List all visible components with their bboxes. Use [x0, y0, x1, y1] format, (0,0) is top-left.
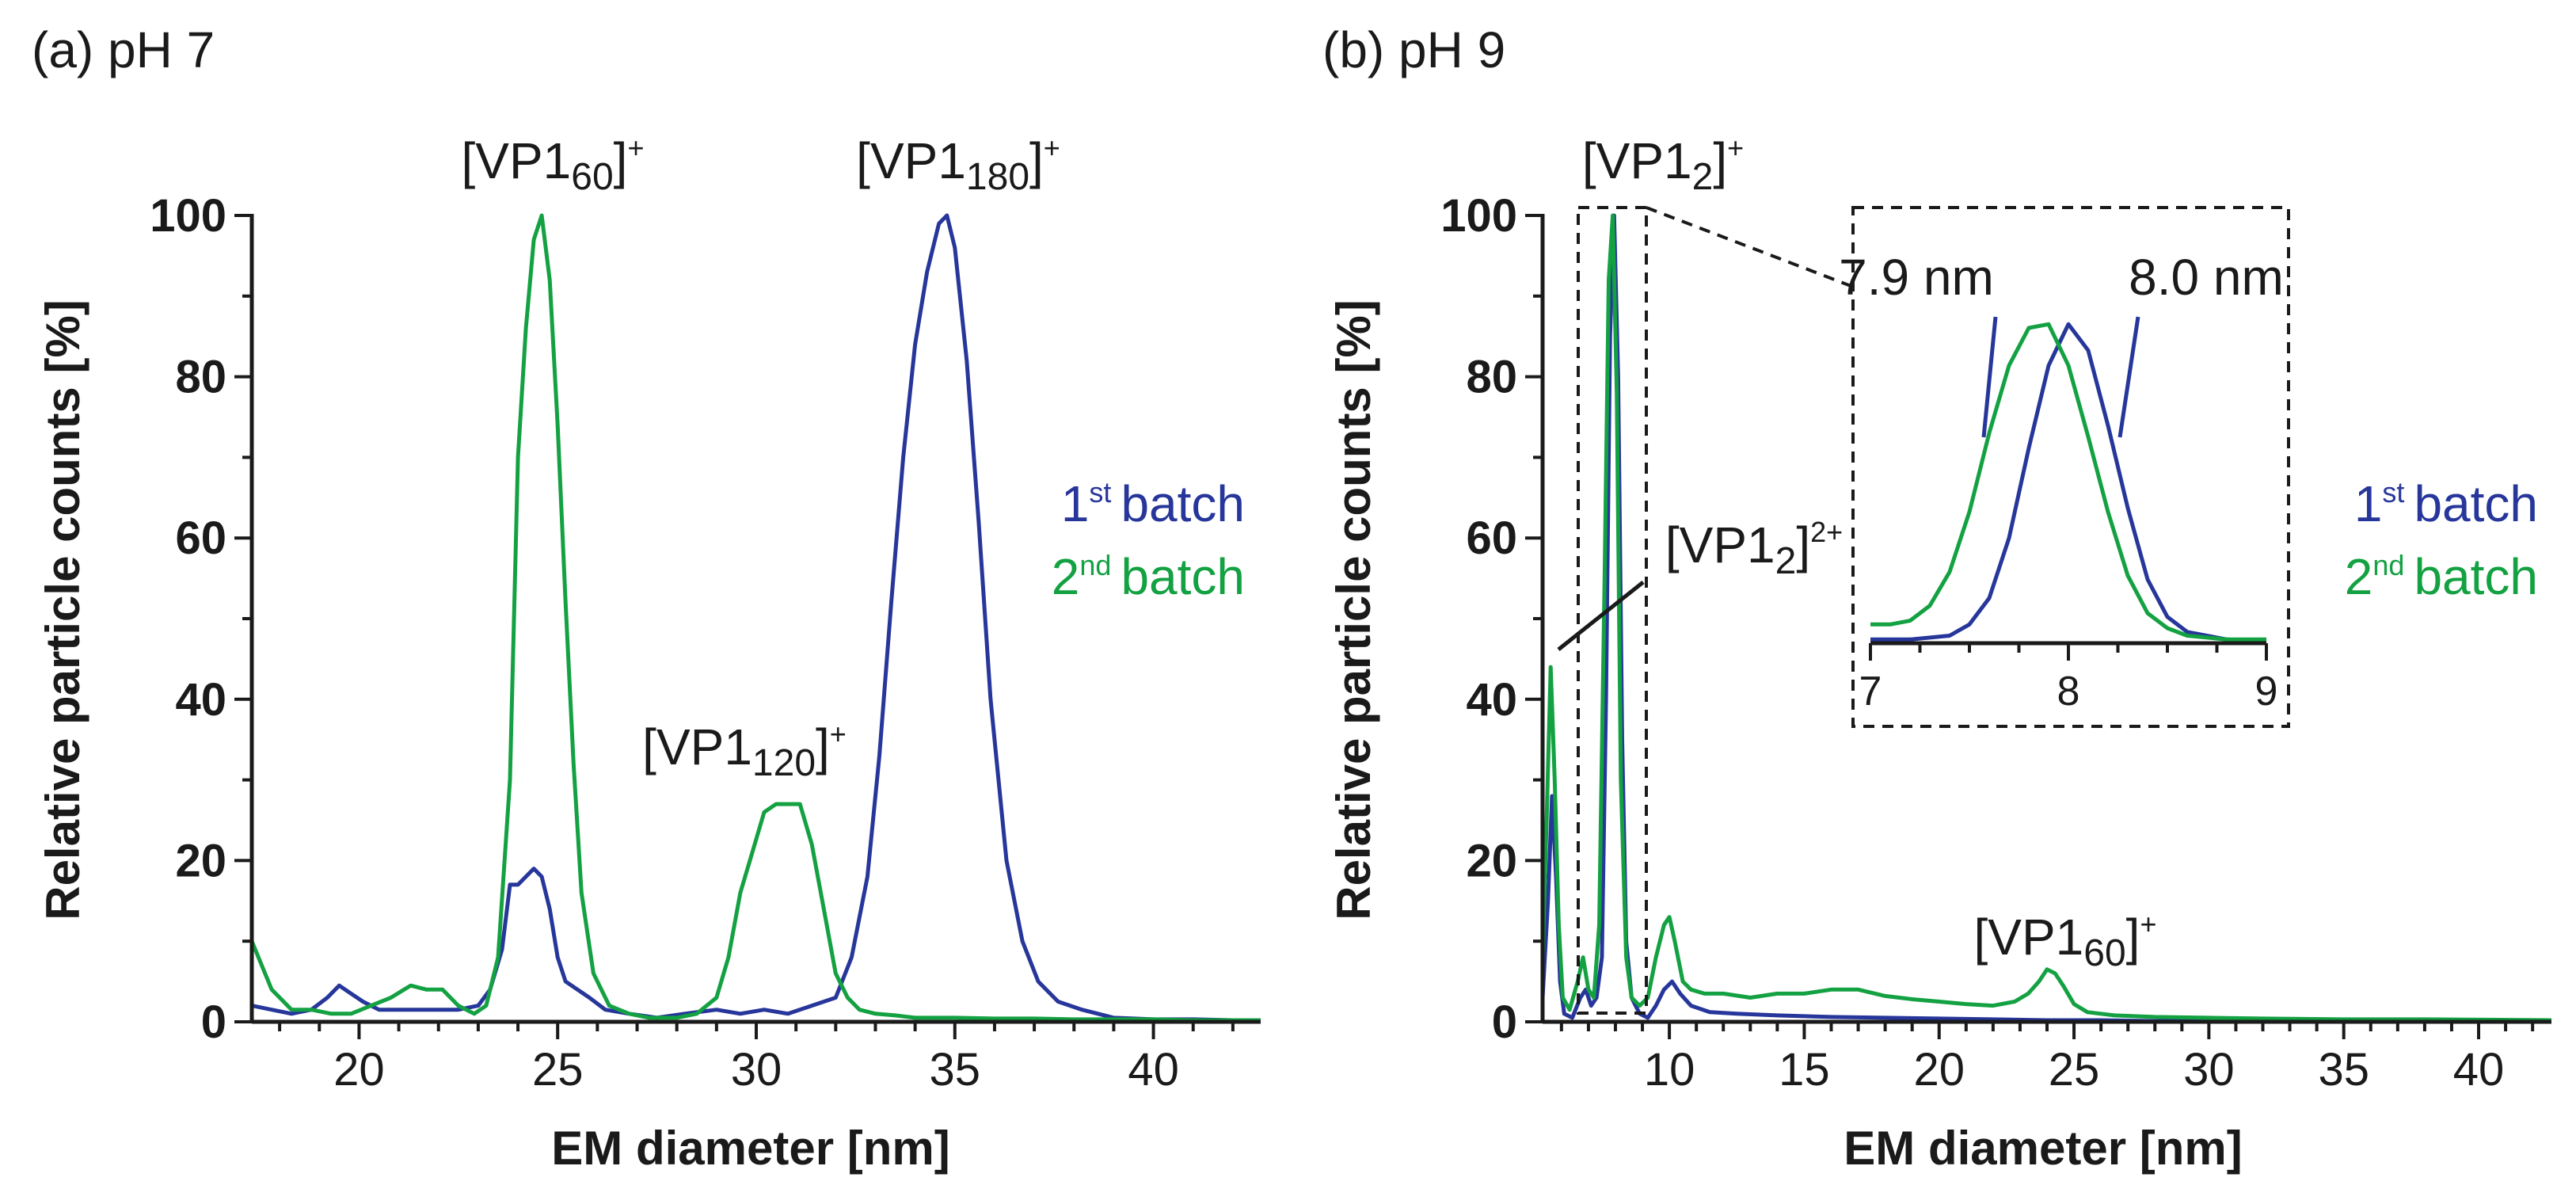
panel-b-title: (b) pH 9 [1322, 21, 1505, 78]
panel-a-series-1-line [251, 213, 1261, 1023]
panel-b-chart: 10 15 20 25 30 35 40 0 20 40 60 80 100 EM diameter … [1327, 131, 2552, 1175]
inset-leader-7-9 [1981, 316, 1998, 438]
panel-b-y-tick-label: 80 [1466, 352, 1517, 403]
inset-x-tick-label: 7 [1859, 669, 1882, 714]
panel-a-x-tick-label: 25 [532, 1044, 584, 1095]
panel-b-x-tick-label: 20 [1913, 1044, 1965, 1095]
inset-series-1-line [1870, 322, 2267, 644]
inset-x-tick-label: 8 [2057, 669, 2080, 714]
panel-b-y-tick-label: 40 [1466, 674, 1517, 726]
annotation-vp1-180: [VP1180]+ [856, 131, 1060, 198]
panel-a-x-tick-label: 40 [1128, 1044, 1179, 1095]
annotation-vp1-60: [VP160]+ [462, 131, 645, 198]
inset-label-7-9nm: 7.9 nm [1839, 249, 1994, 306]
panel-b-series-2-line [1540, 213, 2552, 1023]
panel-a-y-tick-label: 60 [175, 512, 226, 564]
panel-b-y-tick-label: 100 [1440, 190, 1517, 242]
zoom-connector-line [1646, 206, 1854, 288]
panel-a-legend-batch2: 2nd batch [1052, 548, 1245, 605]
panel-a-title: (a) pH 7 [32, 21, 215, 78]
panel-b-y-tick-label: 0 [1492, 996, 1517, 1048]
panel-a-series-2-line [249, 213, 1261, 1023]
annotation-vp1-2-2plus: [VP12]2+ [1665, 516, 1843, 582]
panel-b-x-tick-label: 15 [1779, 1044, 1830, 1095]
annotation-leader-line [1557, 581, 1645, 651]
panel-a-chart: 20 25 30 35 40 0 20 40 60 80 100 EM diameter [nm]… [36, 131, 1261, 1175]
panel-a-y-tick-label: 100 [150, 190, 226, 242]
panel-a-x-axis-label: EM diameter [nm] [551, 1122, 949, 1175]
panel-a-x-tick-label: 20 [333, 1044, 385, 1095]
panel-b-x-tick-label: 35 [2318, 1044, 2369, 1095]
panel-b-y-tick-label: 20 [1466, 835, 1517, 886]
panel-a-y-tick-label: 80 [175, 352, 226, 403]
annotation-vp1-60-b: [VP160]+ [1974, 908, 2157, 974]
panel-b-y-axis-label: Relative particle counts [%] [1327, 299, 1380, 920]
inset-leader-8-0 [2117, 316, 2140, 438]
panel-b-y-tick-label: 60 [1466, 512, 1517, 564]
inset-series-2-line [1870, 322, 2266, 642]
panel-b-x-tick-label: 30 [2183, 1044, 2235, 1095]
panel-b-x-axis-label: EM diameter [nm] [1844, 1122, 2242, 1175]
panel-b-legend-batch2: 2nd batch [2345, 548, 2538, 605]
panel-b-x-tick-label: 40 [2453, 1044, 2505, 1095]
panel-a-y-tick-label: 40 [175, 674, 226, 726]
annotation-vp1-2-plus: [VP12]+ [1582, 131, 1744, 198]
panel-a-y-axis-label: Relative particle counts [%] [36, 299, 89, 920]
panel-a-y-tick-label: 0 [201, 996, 226, 1048]
inset-x-tick-label: 9 [2255, 669, 2278, 714]
panel-a-legend-batch1: 1st batch [1061, 475, 1245, 532]
panel-a-y-tick-label: 20 [175, 835, 226, 886]
panel-a-x-tick-label: 35 [930, 1044, 981, 1095]
inset-chart: 7 8 9 7.9 nm 8.0 nm [1839, 206, 2290, 728]
annotation-vp1-120: [VP1120]+ [642, 718, 847, 784]
panel-b-x-tick-label: 25 [2049, 1044, 2100, 1095]
panel-b-x-tick-label: 10 [1644, 1044, 1695, 1095]
panel-a-x-tick-label: 30 [731, 1044, 782, 1095]
inset-label-8-0nm: 8.0 nm [2129, 249, 2284, 306]
panel-b-legend-batch1: 1st batch [2354, 475, 2538, 532]
